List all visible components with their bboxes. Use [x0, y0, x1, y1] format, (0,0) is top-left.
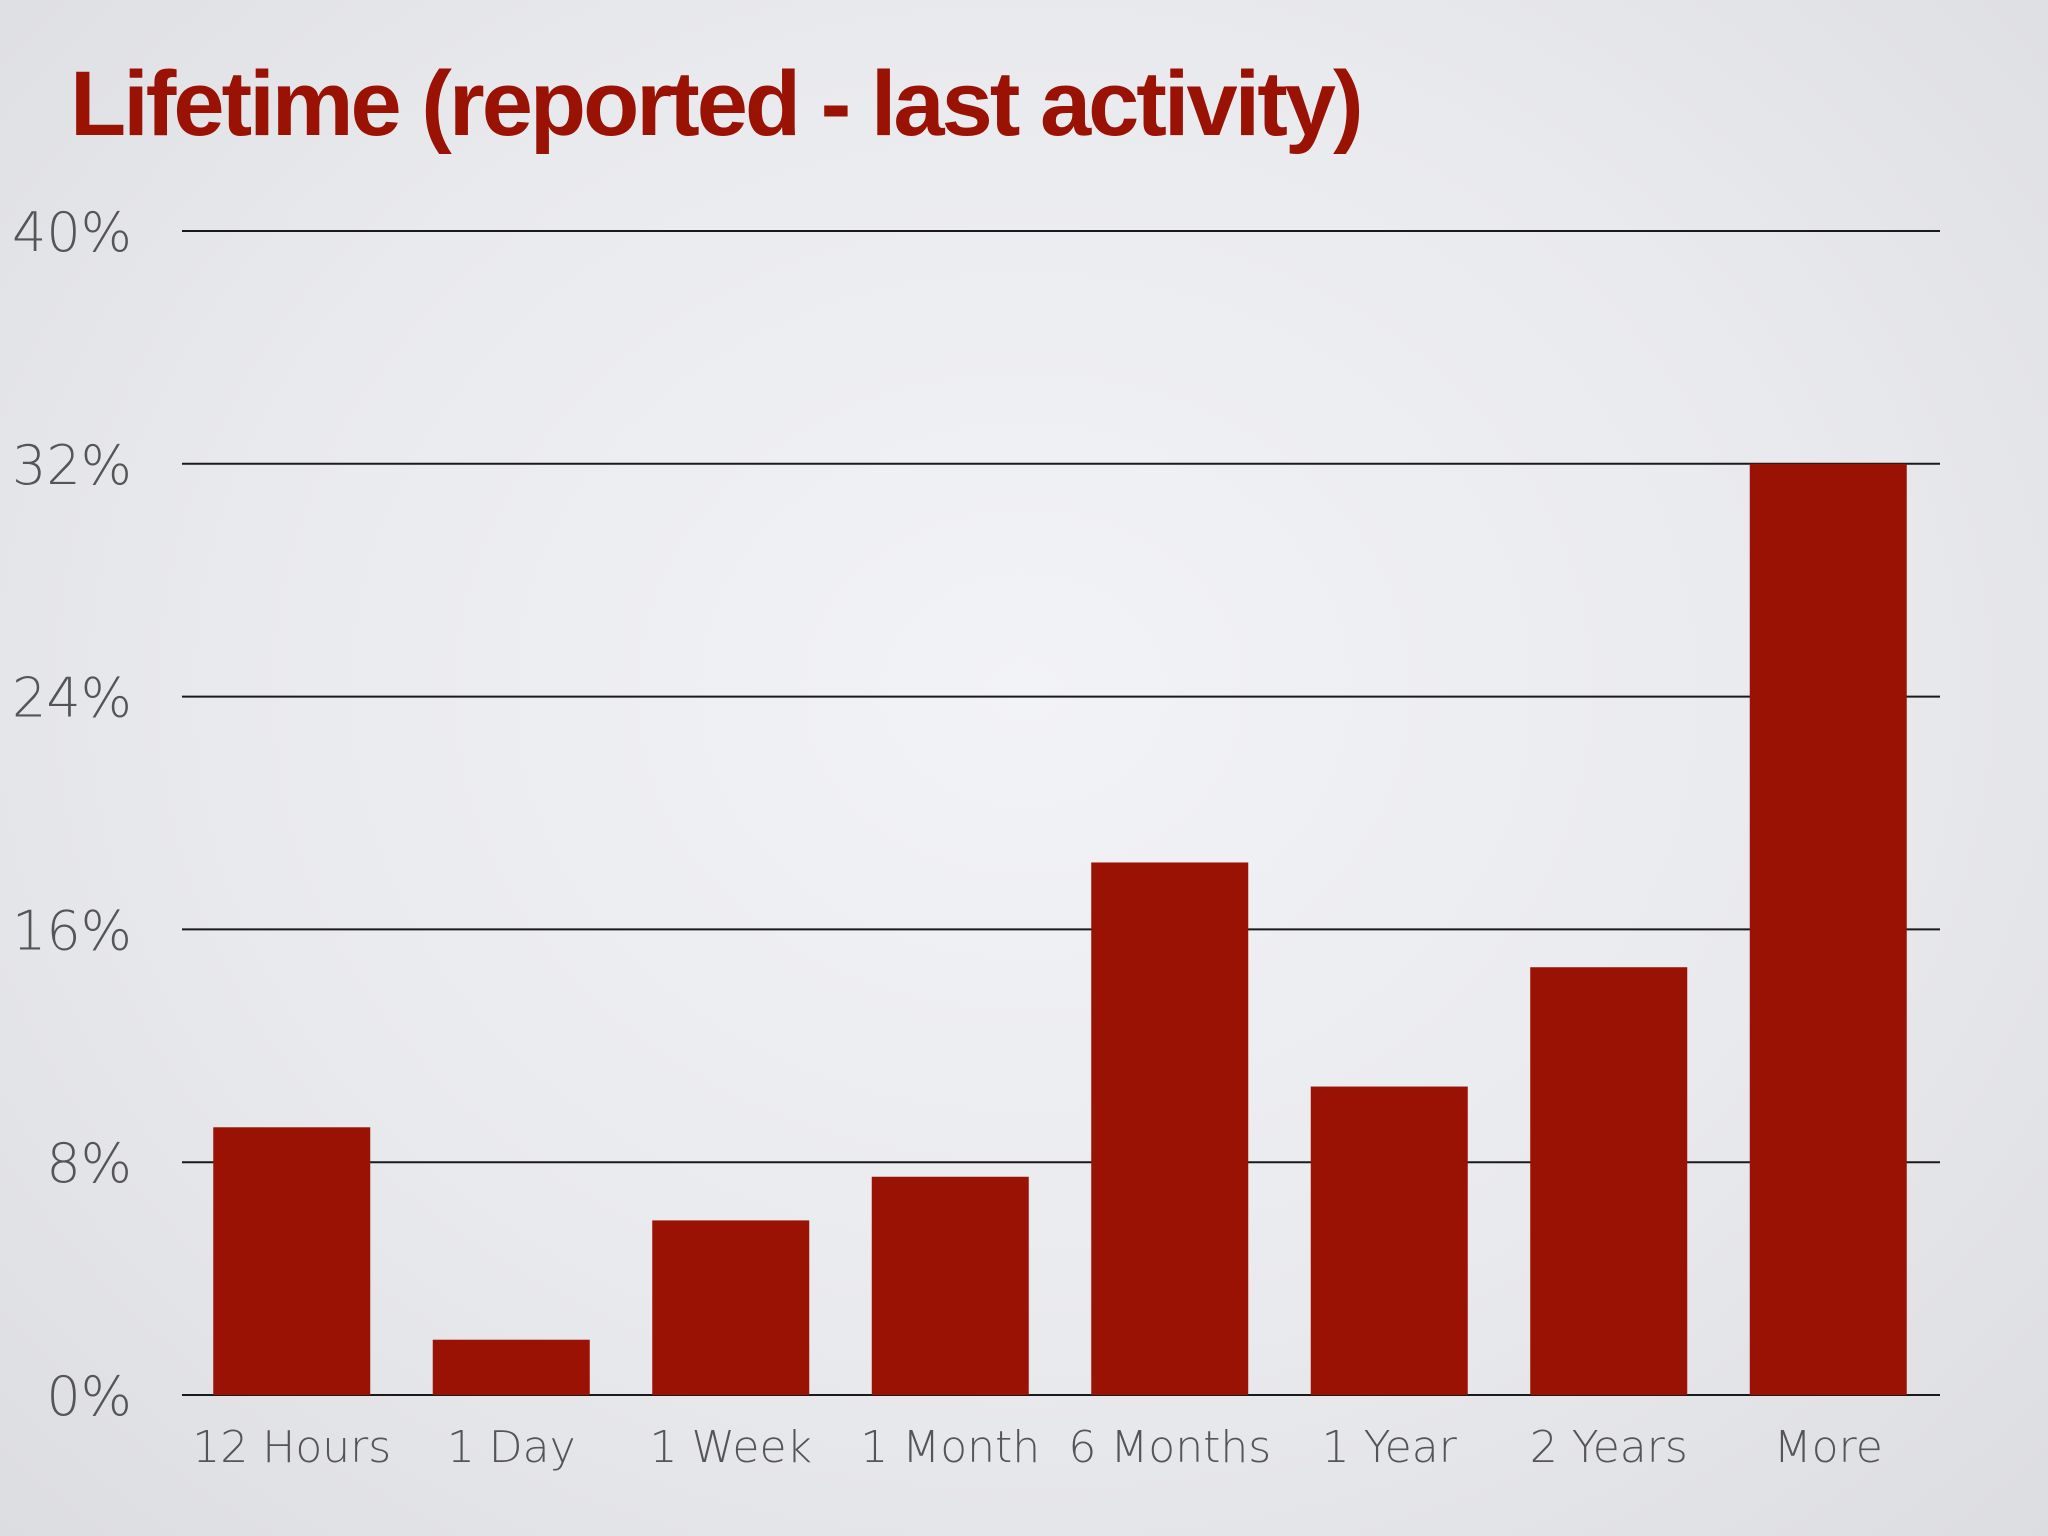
x-tick-label: 1 Day [447, 1422, 576, 1473]
x-tick-label: 12 Hours [192, 1422, 391, 1473]
y-tick-label: 40% [12, 201, 132, 264]
y-tick-label: 16% [12, 899, 132, 962]
bar-2-years [1530, 967, 1688, 1395]
chart-title: Lifetime (reported - last activity) [70, 53, 1364, 155]
bar-1-day [432, 1339, 590, 1395]
y-tick-label: 32% [12, 434, 132, 497]
bar-12-hours [213, 1127, 371, 1395]
y-tick-label: 24% [12, 667, 132, 730]
bar-more [1749, 463, 1907, 1395]
x-tick-label: 1 Week [649, 1422, 812, 1473]
bar-1-year [1310, 1086, 1468, 1395]
y-tick-label: 8% [46, 1132, 132, 1195]
x-tick-label: More [1774, 1422, 1883, 1473]
x-tick-label: 1 Month [860, 1422, 1040, 1473]
y-axis-ticks: 0% 8% 16% 24% 32% 40% [12, 201, 132, 1428]
x-tick-label: 1 Year [1322, 1422, 1458, 1473]
bars [213, 463, 1907, 1395]
bar-6-months [1091, 862, 1249, 1395]
bar-1-month [871, 1176, 1029, 1395]
bar-1-week [652, 1220, 810, 1395]
y-tick-label: 0% [46, 1365, 132, 1428]
x-tick-label: 2 Years [1530, 1422, 1688, 1473]
x-tick-label: 6 Months [1068, 1422, 1271, 1473]
x-axis-ticks: 12 Hours 1 Day 1 Week 1 Month 6 Months 1 Year… [192, 1422, 1882, 1473]
